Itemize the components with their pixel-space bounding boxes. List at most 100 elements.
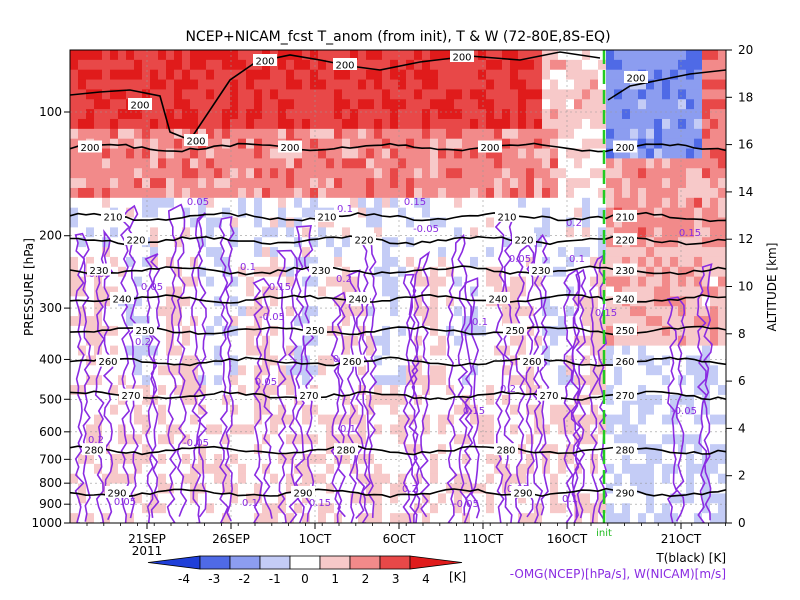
anomaly-cell [310, 118, 319, 130]
anomaly-cell [614, 227, 623, 238]
anomaly-cell [662, 325, 671, 337]
temperature-label-bg [303, 323, 327, 336]
anomaly-cell [326, 444, 335, 455]
anomaly-cell [78, 463, 87, 475]
anomaly-cell [182, 59, 191, 71]
anomaly-cell [478, 414, 487, 426]
anomaly-cell [230, 385, 239, 396]
anomaly-cell [262, 69, 271, 81]
anomaly-cell [254, 118, 263, 130]
anomaly-cell [110, 335, 119, 347]
anomaly-cell [126, 109, 135, 120]
anomaly-cell [558, 69, 567, 81]
anomaly-cell [190, 513, 199, 523]
anomaly-cell [78, 118, 87, 130]
anomaly-cell [430, 345, 439, 357]
anomaly-cell [614, 276, 623, 288]
anomaly-cell [414, 444, 423, 455]
anomaly-cell [166, 89, 175, 100]
anomaly-cell [430, 513, 439, 523]
anomaly-cell [558, 138, 567, 150]
anomaly-cell [662, 434, 671, 445]
anomaly-cell [622, 316, 631, 327]
anomaly-cell [86, 187, 95, 199]
anomaly-cell [438, 483, 447, 495]
anomaly-cell [374, 345, 383, 357]
anomaly-cell [614, 473, 623, 485]
anomaly-cell [310, 365, 319, 376]
anomaly-cell [398, 296, 407, 307]
anomaly-cell [166, 355, 175, 366]
anomaly-cell [678, 463, 687, 475]
anomaly-cell [598, 99, 607, 110]
anomaly-cell [358, 50, 367, 61]
anomaly-cell [446, 247, 455, 258]
anomaly-cell [374, 513, 383, 523]
anomaly-cell [422, 158, 431, 169]
anomaly-cell [710, 316, 719, 327]
temperature-label-bg [124, 233, 148, 246]
anomaly-cell [70, 128, 79, 140]
anomaly-cell [374, 118, 383, 130]
anomaly-cell [190, 69, 199, 81]
anomaly-cell [134, 207, 143, 219]
anomaly-cell [110, 118, 119, 130]
anomaly-cell [342, 79, 351, 91]
anomaly-cell [398, 79, 407, 91]
anomaly-cell [294, 316, 303, 327]
anomaly-cell [70, 375, 79, 386]
anomaly-cell [534, 375, 543, 386]
anomaly-cell [606, 335, 615, 347]
anomaly-cell [134, 118, 143, 130]
anomaly-cell [302, 217, 311, 228]
anomaly-cell [326, 493, 335, 504]
anomaly-cell [222, 444, 231, 455]
anomaly-cell [646, 89, 655, 100]
anomaly-cell [606, 424, 615, 435]
temperature-contour-label: 280 [496, 446, 515, 457]
anomaly-cell [510, 473, 519, 485]
anomaly-cell [518, 158, 527, 169]
anomaly-cell [334, 345, 343, 357]
anomaly-cell [646, 394, 655, 406]
anomaly-cell [606, 325, 615, 337]
anomaly-cell [710, 375, 719, 386]
anomaly-cell [326, 355, 335, 366]
anomaly-cell [174, 69, 183, 81]
anomaly-cell [246, 217, 255, 228]
anomaly-cell [686, 483, 695, 495]
anomaly-cell [206, 286, 215, 297]
anomaly-cell [326, 187, 335, 199]
anomaly-cell [310, 375, 319, 386]
anomaly-cell [502, 345, 511, 357]
anomaly-cell [550, 128, 559, 140]
anomaly-cell [174, 50, 183, 61]
anomaly-cell [686, 187, 695, 199]
anomaly-cell [662, 168, 671, 179]
anomaly-cell [94, 463, 103, 475]
anomaly-cell [526, 365, 535, 376]
anomaly-cell [406, 187, 415, 199]
anomaly-cell [262, 335, 271, 347]
anomaly-cell [182, 79, 191, 91]
anomaly-cell [118, 227, 127, 238]
anomaly-cell [478, 296, 487, 307]
anomaly-cell [350, 385, 359, 396]
anomaly-cell [246, 207, 255, 219]
anomaly-cell [318, 89, 327, 100]
anomaly-cell [246, 316, 255, 327]
anomaly-cell [142, 138, 151, 150]
anomaly-cell [694, 404, 703, 416]
anomaly-cell [686, 227, 695, 238]
w-contour-label: 0.05 [255, 377, 277, 388]
anomaly-cell [102, 335, 111, 347]
anomaly-cell [422, 463, 431, 475]
anomaly-cell [398, 227, 407, 238]
anomaly-cell [350, 247, 359, 258]
anomaly-cell [398, 424, 407, 435]
anomaly-cell [462, 148, 471, 159]
anomaly-cell [262, 148, 271, 159]
anomaly-cell [254, 148, 263, 159]
anomaly-cell [390, 306, 399, 317]
anomaly-cell [342, 385, 351, 396]
